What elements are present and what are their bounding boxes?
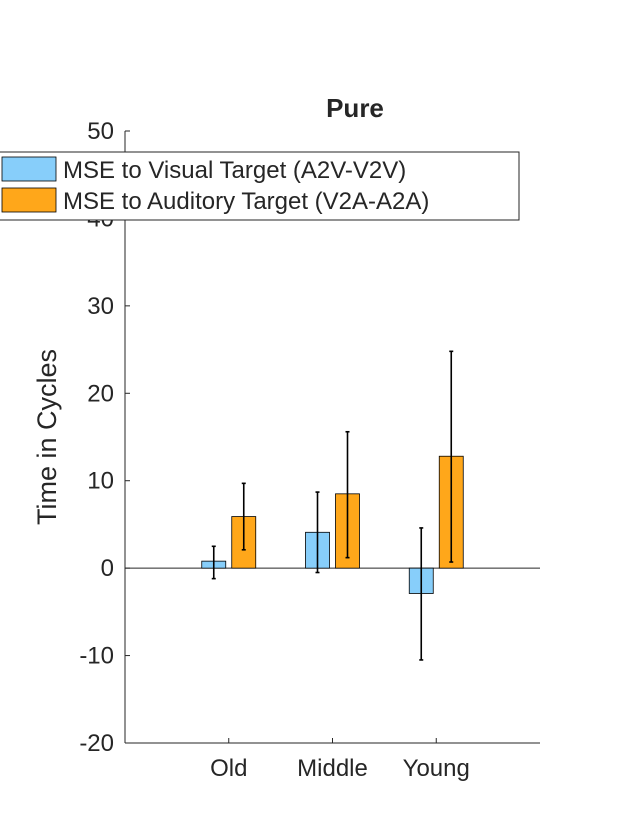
legend-box (0, 151, 520, 221)
legend-entry: MSE to Auditory Target (V2A-A2A) (63, 188, 429, 215)
bars-group (201, 350, 464, 661)
legend-entry: MSE to Visual Target (A2V-V2V) (63, 157, 406, 184)
legend: MSE to Visual Target (A2V-V2V) MSE to Aud… (0, 151, 520, 221)
y-tick-label: 20 (87, 380, 114, 407)
legend-swatch (1, 187, 57, 213)
chart-title: Pure (326, 93, 384, 123)
x-tick-label: Old (210, 755, 247, 782)
y-tick-label: 0 (101, 555, 114, 582)
legend-swatch (1, 156, 57, 182)
y-tick-label: -20 (79, 730, 114, 757)
x-tick-label: Young (403, 755, 470, 782)
axes: -20-1001020304050OldMiddleYoung (79, 118, 540, 782)
y-tick-label: 10 (87, 468, 114, 495)
y-tick-label: 30 (87, 293, 114, 320)
y-tick-label: 50 (87, 118, 114, 145)
x-tick-label: Middle (297, 755, 368, 782)
y-axis-label: Time in Cycles (32, 349, 62, 525)
y-tick-label: -10 (79, 643, 114, 670)
